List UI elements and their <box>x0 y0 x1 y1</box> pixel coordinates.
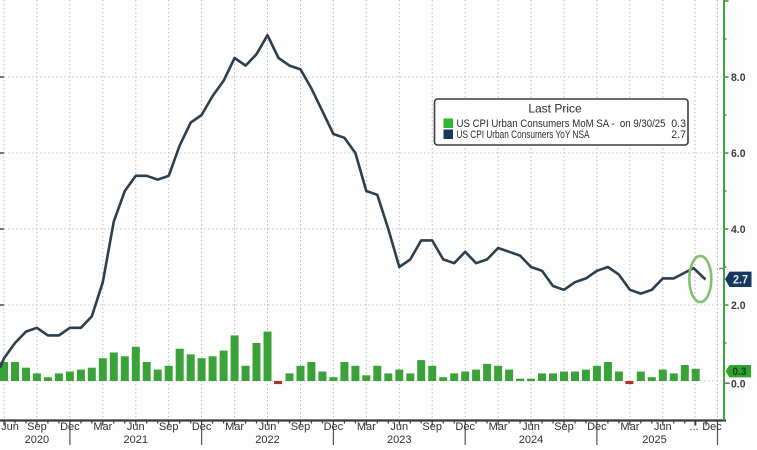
svg-text:Jun: Jun <box>1 421 19 433</box>
svg-text:Jun: Jun <box>127 421 145 433</box>
svg-text:Jun: Jun <box>390 421 408 433</box>
svg-text:Dec: Dec <box>587 421 607 433</box>
svg-text:Jun: Jun <box>522 421 540 433</box>
svg-text:8.0: 8.0 <box>731 72 746 84</box>
svg-text:Mar: Mar <box>93 421 112 433</box>
svg-text:...: ... <box>689 421 698 433</box>
svg-text:6.0: 6.0 <box>731 148 746 160</box>
svg-text:2024: 2024 <box>519 434 543 446</box>
svg-text:Mar: Mar <box>357 421 376 433</box>
svg-text:Dec: Dec <box>324 421 344 433</box>
svg-text:Sep: Sep <box>27 421 47 433</box>
svg-text:Jun: Jun <box>259 421 277 433</box>
svg-text:4.0: 4.0 <box>731 224 746 236</box>
svg-text:Mar: Mar <box>489 421 508 433</box>
svg-text:Sep: Sep <box>159 421 179 433</box>
svg-text:2.0: 2.0 <box>731 300 746 312</box>
svg-text:Jun: Jun <box>654 421 672 433</box>
svg-text:Dec: Dec <box>60 421 80 433</box>
svg-text:Sep: Sep <box>291 421 311 433</box>
svg-text:Dec: Dec <box>702 421 722 433</box>
svg-text:Sep: Sep <box>422 421 442 433</box>
svg-text:US CPI Urban Consumers MoM SA: US CPI Urban Consumers MoM SA - on 9/30/… <box>457 118 666 130</box>
svg-text:Mar: Mar <box>225 421 244 433</box>
svg-text:2.7: 2.7 <box>733 273 748 287</box>
svg-text:2022: 2022 <box>255 434 279 446</box>
svg-text:US CPI Urban Consumers YoY NSA: US CPI Urban Consumers YoY NSA <box>457 129 591 141</box>
svg-text:2023: 2023 <box>387 434 411 446</box>
svg-text:2.7: 2.7 <box>671 129 686 141</box>
svg-text:0.0: 0.0 <box>731 378 746 390</box>
svg-text:2020: 2020 <box>25 434 49 446</box>
svg-text:Dec: Dec <box>455 421 475 433</box>
svg-text:Sep: Sep <box>554 421 574 433</box>
svg-text:2025: 2025 <box>642 434 666 446</box>
svg-text:0.3: 0.3 <box>671 118 686 130</box>
svg-text:2021: 2021 <box>124 434 148 446</box>
svg-text:0.3: 0.3 <box>733 366 747 378</box>
svg-text:Last Price: Last Price <box>528 102 582 116</box>
svg-text:Dec: Dec <box>192 421 212 433</box>
svg-text:Mar: Mar <box>620 421 639 433</box>
